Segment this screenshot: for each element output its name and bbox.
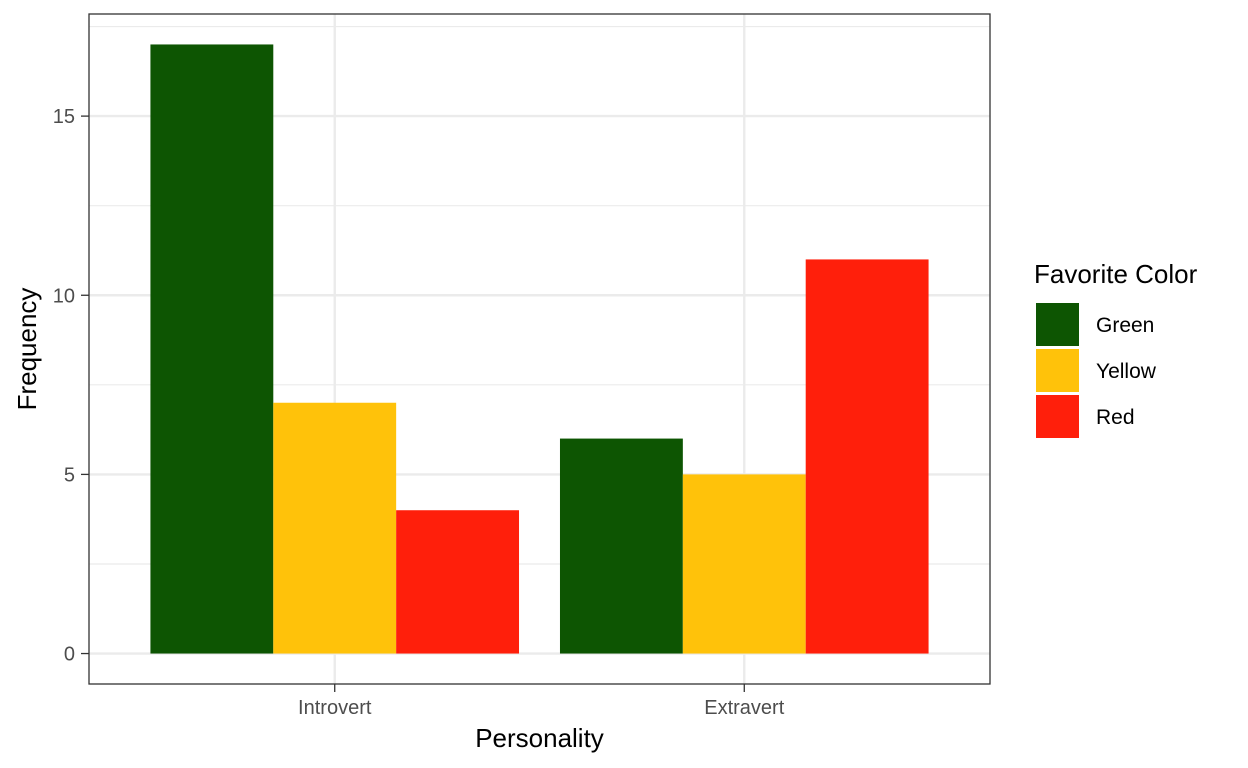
bar-extravert-red (805, 259, 929, 654)
bar-extravert-green (559, 438, 683, 654)
bar-introvert-yellow (273, 402, 397, 654)
x-tick-label: Extravert (704, 697, 784, 719)
legend-title: Favorite Color (1034, 259, 1198, 289)
y-axis-title: Frequency (12, 288, 42, 411)
y-tick-label: 15 (53, 106, 75, 128)
bar-extravert-yellow (682, 474, 806, 654)
bar-introvert-red (396, 510, 520, 654)
legend-swatch-green (1036, 303, 1079, 346)
bars-group (150, 44, 929, 654)
x-axis: Introvert Extravert (298, 684, 785, 719)
legend-label-red: Red (1096, 406, 1135, 429)
y-axis: 0 5 10 15 (53, 106, 89, 666)
x-axis-title: Personality (475, 723, 604, 753)
legend-label-yellow: Yellow (1096, 360, 1157, 383)
plot-panel-border (88, 13, 991, 685)
y-tick-label: 5 (64, 464, 75, 486)
bar-introvert-green (150, 44, 274, 654)
y-tick-label: 10 (53, 285, 75, 307)
legend-swatch-yellow (1036, 349, 1079, 392)
x-tick-label: Introvert (298, 697, 372, 719)
legend: Favorite Color Green Yellow Red (1034, 259, 1198, 438)
legend-label-green: Green (1096, 314, 1154, 337)
y-tick-label: 0 (64, 644, 75, 666)
legend-swatch-red (1036, 395, 1079, 438)
